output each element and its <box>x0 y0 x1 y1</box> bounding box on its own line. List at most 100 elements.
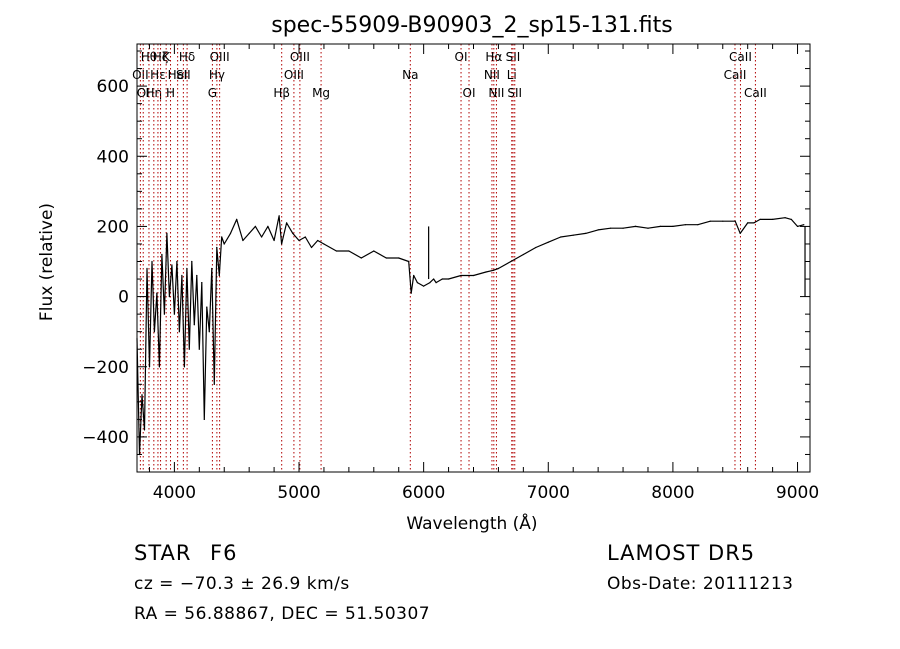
data-point <box>560 236 562 238</box>
data-point <box>221 236 223 238</box>
line-marker-label: CaII <box>744 86 767 100</box>
coordinates: RA = 56.88867, DEC = 51.50307 <box>134 604 431 624</box>
data-point <box>435 282 437 284</box>
line-marker-label: Hβ <box>273 86 290 100</box>
data-point <box>408 260 410 263</box>
y-tick-label: −400 <box>82 428 129 448</box>
data-point <box>191 260 193 263</box>
y-tick-label: 600 <box>97 77 129 97</box>
data-point <box>151 260 153 263</box>
line-marker-label: Mg <box>312 86 330 100</box>
data-point <box>790 218 792 220</box>
data-point <box>317 239 319 242</box>
data-point <box>310 246 313 249</box>
line-marker-label: K <box>162 50 171 64</box>
data-point <box>373 250 375 252</box>
data-point <box>213 383 215 385</box>
data-point <box>784 217 786 219</box>
data-point <box>722 220 724 222</box>
data-point <box>323 243 325 245</box>
line-marker-label: H <box>166 86 175 100</box>
data-point <box>196 274 198 277</box>
line-marker-label: Hα <box>485 50 502 64</box>
data-point <box>181 274 183 277</box>
data-point <box>510 260 512 263</box>
line-marker-label: CaII <box>724 68 747 82</box>
data-point <box>158 366 160 368</box>
data-point <box>610 227 612 229</box>
spectrum-series <box>136 215 806 456</box>
data-point <box>223 243 225 245</box>
data-point <box>267 225 269 227</box>
data-point <box>709 220 711 222</box>
data-point <box>203 418 205 420</box>
data-point <box>622 227 624 229</box>
data-point <box>684 224 687 226</box>
data-point <box>186 267 188 270</box>
data-point <box>183 366 185 368</box>
data-point <box>201 282 203 284</box>
spectral-line-markers: OIIOIHθHηHεHζKHHeISIIHδGHγOIIIHβOIIIOIII… <box>132 44 767 472</box>
line-marker-label: OI <box>137 86 150 100</box>
data-point <box>188 348 190 350</box>
redshift-text: cz = −70.3 ± 26.9 km/s <box>134 574 350 594</box>
line-marker-label: Hγ <box>209 68 225 82</box>
data-point <box>472 274 475 277</box>
data-point <box>697 224 699 226</box>
x-tick-label: 6000 <box>402 483 445 503</box>
line-marker-label: Hζ <box>153 50 169 64</box>
plot-frame <box>136 43 811 473</box>
data-point <box>248 232 250 234</box>
data-point <box>413 274 415 277</box>
data-point <box>153 331 155 333</box>
data-point <box>206 306 208 308</box>
x-tick-label: 5000 <box>277 483 320 503</box>
data-point <box>286 222 288 224</box>
y-axis-label: Flux (relative) <box>37 203 57 321</box>
line-marker-label: HeI <box>168 68 188 82</box>
y-tick-label: −200 <box>82 358 129 378</box>
line-marker-label: OI <box>455 50 468 64</box>
line-marker-label: OIII <box>290 50 310 64</box>
data-point <box>218 274 220 277</box>
data-point <box>535 246 537 249</box>
line-marker-label: OI <box>463 86 476 100</box>
data-point <box>148 366 151 368</box>
data-point <box>360 257 362 259</box>
data-point <box>278 215 280 217</box>
survey-name: LAMOST DR5 <box>607 541 756 565</box>
data-point <box>178 331 180 333</box>
y-tick-label: 200 <box>97 217 129 237</box>
data-point <box>585 232 587 234</box>
data-point <box>753 222 755 224</box>
line-marker-label: NII <box>484 68 500 82</box>
line-marker-label: Hη <box>146 86 163 100</box>
data-point <box>198 348 200 350</box>
data-point <box>385 257 387 259</box>
data-point <box>163 313 165 315</box>
data-point <box>572 234 574 236</box>
data-point <box>423 285 425 287</box>
y-tick-label: 400 <box>97 147 129 167</box>
data-point <box>304 236 306 238</box>
data-point <box>156 292 158 294</box>
data-point <box>335 250 337 252</box>
spectrum-line <box>136 215 804 456</box>
data-point <box>166 232 168 234</box>
data-point <box>796 225 799 227</box>
line-marker-label: G <box>208 86 217 100</box>
data-point <box>759 218 761 220</box>
data-point <box>208 331 210 333</box>
data-point <box>492 269 494 271</box>
data-point <box>242 239 244 242</box>
x-tick-label: 9000 <box>776 483 819 503</box>
data-point <box>634 225 637 227</box>
data-point <box>522 253 525 256</box>
data-point <box>141 394 143 396</box>
line-marker-label: CaII <box>729 50 752 64</box>
data-point <box>143 429 146 431</box>
data-point <box>168 296 170 298</box>
data-point <box>772 218 774 220</box>
line-marker-label: Hε <box>150 68 166 82</box>
data-point <box>429 282 431 284</box>
